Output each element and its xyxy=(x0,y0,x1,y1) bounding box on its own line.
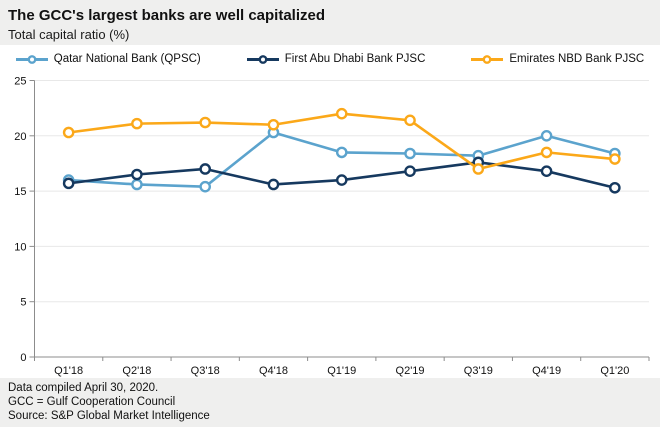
chart-legend: Qatar National Bank (QPSC) First Abu Dhab… xyxy=(0,53,660,65)
x-tick-label: Q4'19 xyxy=(532,365,561,377)
data-point-marker xyxy=(335,174,348,186)
legend-line-marker-icon xyxy=(15,54,48,64)
data-point-marker xyxy=(199,116,211,129)
data-point-marker xyxy=(609,153,621,165)
x-tick-label: Q1'20 xyxy=(600,365,629,377)
data-point-marker xyxy=(404,147,416,160)
chart-title: The GCC's largest banks are well capital… xyxy=(8,7,326,24)
legend-item-emirates-nbd-bank-pjsc: Emirates NBD Bank PJSC xyxy=(471,53,644,65)
data-point-marker xyxy=(131,117,143,130)
chart-subtitle: Total capital ratio (%) xyxy=(8,27,130,42)
chart-panel: 0 5 10 15 20 25 Q1'18 Q2'18 Q3'18 Q4'18 Q1'19 Q2'19… xyxy=(0,45,660,378)
y-tick-label: 5 xyxy=(20,297,26,309)
x-tick-label: Q4'18 xyxy=(259,365,288,377)
chart-header: The GCC's largest banks are well capital… xyxy=(0,0,660,45)
data-point-marker xyxy=(131,168,143,181)
legend-item-qatar-national-bank-qpsc-: Qatar National Bank (QPSC) xyxy=(15,53,201,65)
legend-label: Qatar National Bank (QPSC) xyxy=(53,53,201,65)
data-point-marker xyxy=(540,146,553,159)
x-tick-label: Q2'19 xyxy=(396,365,425,377)
x-tick-label: Q2'18 xyxy=(122,365,151,377)
data-point-marker xyxy=(335,107,348,120)
y-tick-label: 25 xyxy=(14,76,26,88)
legend-item-first-abu-dhabi-bank-pjsc: First Abu Dhabi Bank PJSC xyxy=(246,53,426,65)
series-first-abu-dhabi-bank-pjsc xyxy=(62,156,621,194)
data-point-marker xyxy=(62,126,75,139)
x-tick-label: Q1'18 xyxy=(54,365,83,377)
data-point-marker xyxy=(199,180,211,193)
data-point-marker xyxy=(267,118,280,131)
axis-labels: 0 5 10 15 20 25 Q1'18 Q2'18 Q3'18 Q4'18 Q1'19 Q2'19… xyxy=(14,76,629,378)
y-tick-label: 10 xyxy=(14,241,26,253)
data-point-marker xyxy=(131,178,143,191)
data-point-marker xyxy=(404,114,416,127)
y-tick-label: 20 xyxy=(14,131,26,143)
data-point-marker xyxy=(199,163,211,175)
x-tick-label: Q3'19 xyxy=(464,365,493,377)
y-tick-label: 0 xyxy=(20,352,26,364)
y-tick-label: 15 xyxy=(14,186,26,198)
footnote-gcc-definition: GCC = Gulf Cooperation Council xyxy=(8,396,176,408)
series-emirates-nbd-bank-pjsc xyxy=(62,107,621,175)
line-chart: 0 5 10 15 20 25 Q1'18 Q2'18 Q3'18 Q4'18 Q1'19 Q2'19… xyxy=(14,76,650,378)
x-tick-label: Q3'18 xyxy=(191,365,220,377)
axes xyxy=(29,80,650,361)
data-point-marker xyxy=(472,163,485,175)
legend-line-marker-icon xyxy=(471,54,504,64)
footnote-source: Source: S&P Global Market Intelligence xyxy=(8,410,210,422)
data-point-marker xyxy=(335,146,348,159)
legend-label: First Abu Dhabi Bank PJSC xyxy=(284,53,426,65)
data-point-marker xyxy=(540,130,553,142)
legend-label: Emirates NBD Bank PJSC xyxy=(509,53,645,65)
x-tick-label: Q1'19 xyxy=(327,365,356,377)
chart-footnotes: Data compiled April 30, 2020. GCC = Gulf… xyxy=(8,381,210,423)
data-point-marker xyxy=(62,177,75,190)
data-point-marker xyxy=(404,165,416,177)
legend-line-marker-icon xyxy=(246,54,279,64)
footnote-data-compiled: Data compiled April 30, 2020. xyxy=(8,382,159,394)
data-point-marker xyxy=(540,165,553,177)
data-point-marker xyxy=(609,181,621,194)
data-point-marker xyxy=(267,178,280,191)
